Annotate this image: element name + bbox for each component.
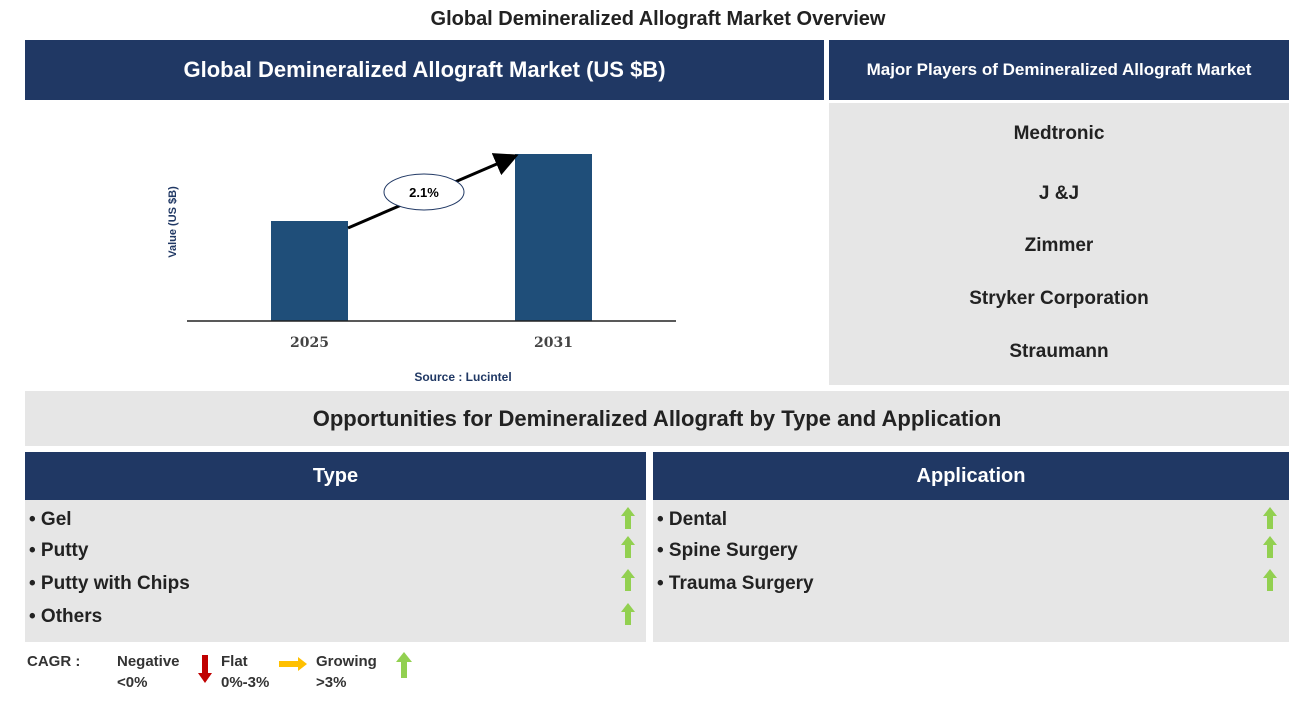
legend-flat: Flat xyxy=(221,653,248,670)
cagr-annotation: 2.1% xyxy=(409,185,439,200)
type-item: • Putty xyxy=(29,540,89,561)
growing-arrow-icon xyxy=(1263,507,1277,529)
player-item: Stryker Corporation xyxy=(969,288,1149,309)
type-item: • Gel xyxy=(29,509,72,530)
y-axis-label: Value (US $B) xyxy=(167,186,179,258)
growing-arrow-icon xyxy=(621,569,635,591)
flat-arrow-icon xyxy=(279,657,307,671)
growing-arrow-icon xyxy=(1263,569,1277,591)
page-title: Global Demineralized Allograft Market Ov… xyxy=(430,8,886,30)
bar-2025 xyxy=(271,221,348,321)
player-item: J &J xyxy=(1038,183,1080,204)
legend-negative-range: <0% xyxy=(117,674,148,691)
legend-label: CAGR : xyxy=(27,653,81,670)
legend-flat-range: 0%-3% xyxy=(221,674,270,691)
type-header: Type xyxy=(25,452,646,500)
negative-arrow-icon xyxy=(198,655,212,683)
type-item: • Others xyxy=(29,606,103,627)
legend-growing-range: >3% xyxy=(316,674,347,691)
bar-2031 xyxy=(515,154,592,321)
application-item: • Dental xyxy=(657,509,727,530)
growing-arrow-icon xyxy=(1263,536,1277,558)
source-label: Source : Lucintel xyxy=(414,370,511,384)
chart-header: Global Demineralized Allograft Market (U… xyxy=(25,40,824,100)
players-panel xyxy=(829,103,1289,385)
type-item: • Putty with Chips xyxy=(29,573,190,594)
player-item: Straumann xyxy=(1009,341,1109,362)
application-header: Application xyxy=(653,452,1289,500)
x-tick-label: 2031 xyxy=(534,335,573,351)
cagr-ellipse xyxy=(383,173,465,211)
players-header: Major Players of Demineralized Allograft… xyxy=(829,40,1289,100)
type-panel xyxy=(25,500,646,642)
legend-negative: Negative xyxy=(117,653,180,670)
bar-chart: Value (US $B) 2.1% 2025 2031 Source : Luc… xyxy=(167,153,676,384)
application-panel xyxy=(653,500,1289,642)
opportunities-title: Opportunities for Demineralized Allograf… xyxy=(25,391,1289,446)
application-item: • Trauma Surgery xyxy=(657,573,814,594)
growing-arrow-icon xyxy=(621,603,635,625)
growing-arrow-icon xyxy=(396,652,412,678)
legend-growing: Growing xyxy=(316,653,377,670)
growing-arrow-icon xyxy=(621,536,635,558)
x-tick-label: 2025 xyxy=(290,335,329,351)
player-item: Medtronic xyxy=(1013,123,1105,144)
growing-arrow-icon xyxy=(621,507,635,529)
application-item: • Spine Surgery xyxy=(657,540,798,561)
player-item: Zimmer xyxy=(1024,235,1094,256)
